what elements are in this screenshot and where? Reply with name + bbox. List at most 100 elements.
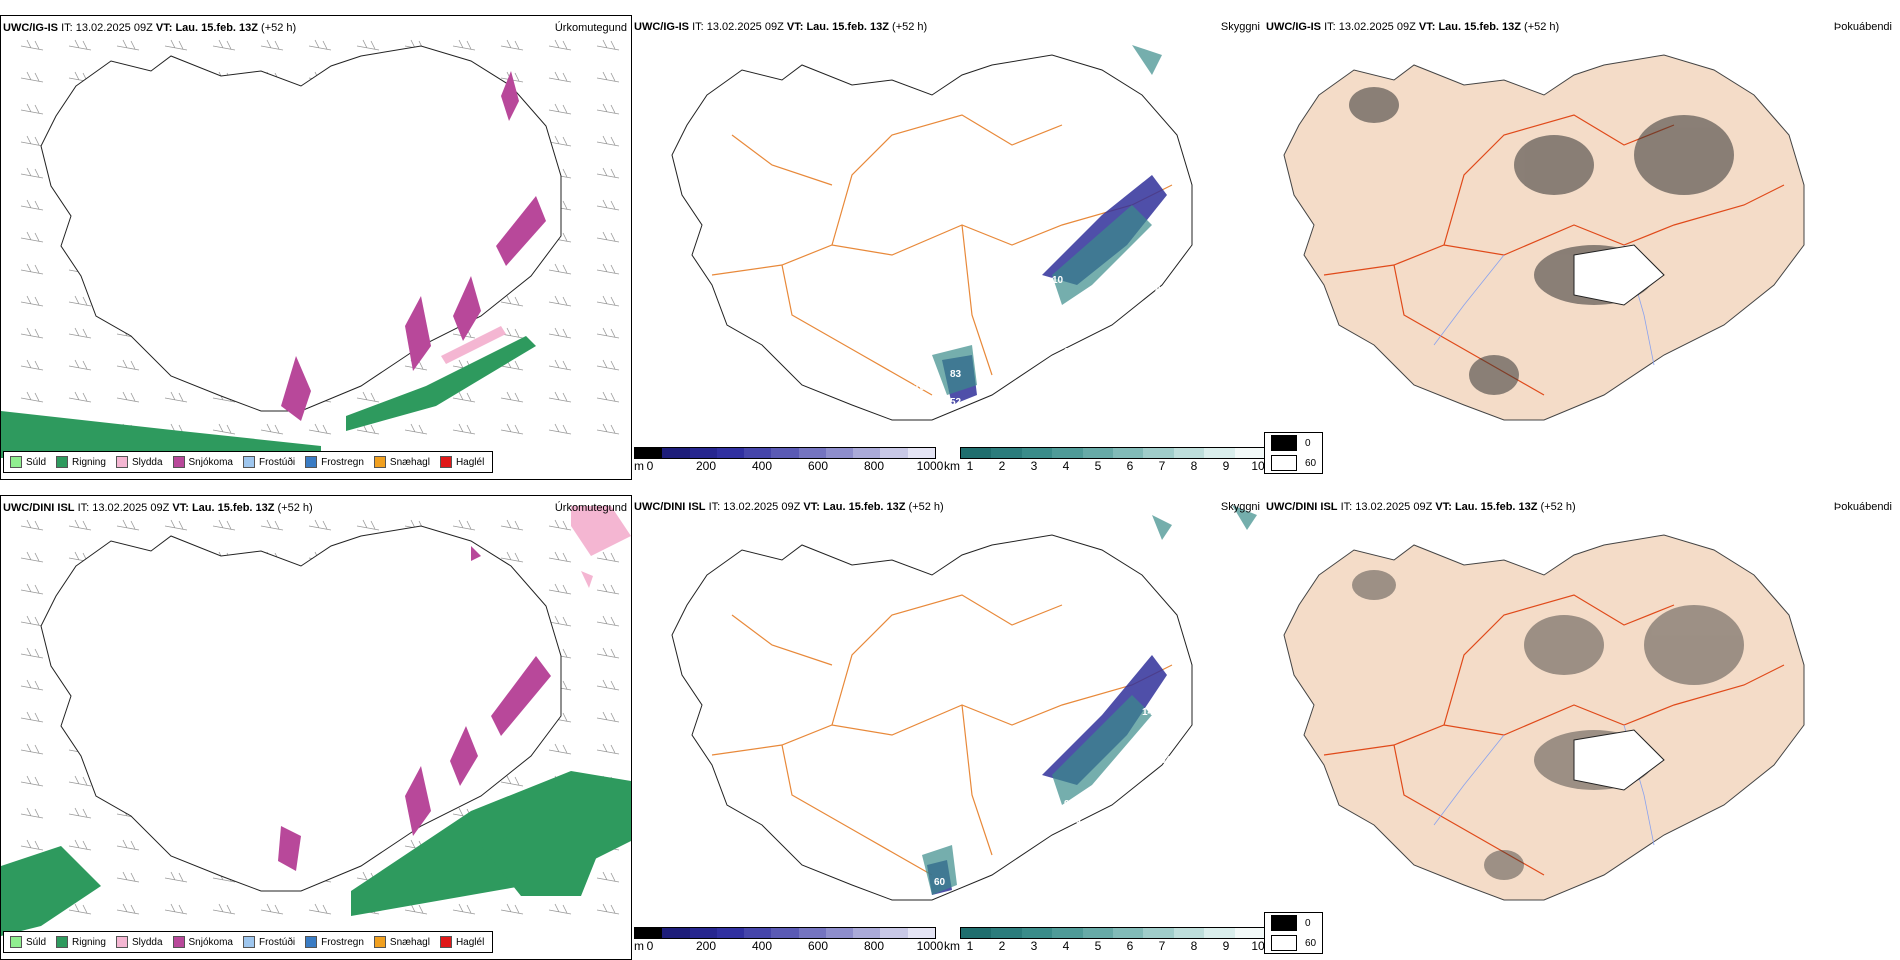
legend-swatch [172,936,185,948]
fog-legend: 0 60 [1264,912,1324,954]
fog-indicator-panel-ig: UWC/IG-IS IT: 13.02.2025 09Z VT: Lau. 15… [1264,15,1896,480]
wind-barb [164,39,188,51]
fog-legend-label: 60 [1305,457,1317,469]
wind-barb [20,295,44,307]
legend-label: Snjókoma [188,936,233,948]
wind-barb [548,583,572,595]
ceiling-value-label: 13 [1164,723,1176,734]
wind-barb [548,295,572,307]
wind-barb [596,743,620,755]
ceiling-color-step [798,448,826,458]
it-label: IT: [61,22,73,34]
ceiling-color-step [716,928,745,938]
ceiling-value-label: 83 [950,369,962,380]
legend-item: Rigning [56,456,106,468]
vt-label: VT: [1418,21,1436,33]
wind-barb [212,423,236,435]
wind-barb [116,839,140,851]
wind-barb [596,711,620,723]
legend-item: Frostúði [242,456,296,468]
visibility-color-step [1234,448,1264,458]
legend-label: Slydda [131,456,163,468]
model-name: UWC/DINI ISL [1266,501,1338,513]
visibility-tick-label: 9 [1222,459,1230,473]
wind-barb [596,551,620,563]
legend-item: Rigning [56,936,106,948]
wind-barb [596,327,620,339]
legend-swatch [56,456,69,468]
wind-barb [20,263,44,275]
legend-label: Frostúði [258,936,296,948]
ceiling-tick-label: 0 [646,939,654,953]
it-value: 13.02.2025 09Z [723,501,801,513]
visibility-color-step [1113,448,1144,458]
wind-barb [356,39,380,51]
panel-title: Úrkomutegund [554,502,627,514]
wind-barb [356,391,380,403]
wind-barb [164,391,188,403]
visibility-areas [932,45,1162,395]
road-network [711,594,1173,876]
ceiling-color-step [825,928,854,938]
legend-item: Snæhagl [373,936,430,948]
legend-label: Frostúði [258,456,296,468]
ceiling-value-label: 62 [1118,275,1130,286]
legend-swatch [56,936,69,948]
visibility-tick-label: 1 [966,459,974,473]
precip-type-legend: Súld Rigning Slydda Snjókoma Frostúði Fr… [3,931,494,953]
wind-barb [596,423,620,435]
wind-barb [164,903,188,915]
model-name: UWC/IG-IS [634,21,689,33]
visibility-color-step [1113,928,1144,938]
wind-barb [68,391,92,403]
wind-barb [20,551,44,563]
wind-barb [116,391,140,403]
wind-barb [68,39,92,51]
wind-barb [452,39,476,51]
wind-barb [20,839,44,851]
wind-barb [596,615,620,627]
legend-swatch [242,936,255,948]
wind-barb [20,231,44,243]
wind-barb [548,743,572,755]
wind-barb [548,391,572,403]
wind-barb [596,359,620,371]
wind-barb [596,647,620,659]
wind-barb [164,871,188,883]
wind-barb [548,103,572,115]
ceiling-value-label: 97 [1092,305,1104,316]
panel-header: UWC/DINI ISL IT: 13.02.2025 09Z VT: Lau.… [3,501,627,517]
wind-barb [20,135,44,147]
ceiling-value-label: 14 [1142,707,1154,718]
fog-legend-label: 0 [1305,917,1311,929]
it-value: 13.02.2025 09Z [706,21,784,33]
ceiling-value-labels: 83 106 52 16 62 65 79 97 122 278 77 10 8… [914,232,1167,408]
ceiling-color-step [798,928,826,938]
model-name: UWC/DINI ISL [3,502,75,514]
wind-barb [596,39,620,51]
precip-rain-areas [1,336,536,458]
legend-item: Súld [10,936,46,948]
panel-title: Skyggni [1220,21,1260,33]
precip-snow-areas [278,546,551,871]
wind-barb [596,871,620,883]
ceiling-color-step [853,928,881,938]
wind-barb [500,39,524,51]
ceiling-value-label: 77 [1142,239,1154,250]
visibility-tick-label: 8 [1190,459,1198,473]
panel-title: Þokuábendi [1833,501,1892,513]
visibility-tick-label: 5 [1094,459,1102,473]
precip-type-panel-dini: UWC/DINI ISL IT: 13.02.2025 09Z VT: Lau.… [0,495,632,960]
visibility-tick-label: 5 [1094,939,1102,953]
visibility-panel-dini: UWC/DINI ISL IT: 13.02.2025 09Z VT: Lau.… [632,495,1264,960]
vt-label: VT: [172,502,189,514]
fog-indicator-panel-dini: UWC/DINI ISL IT: 13.02.2025 09Z VT: Lau.… [1264,495,1896,960]
wind-barb [260,39,284,51]
wind-barb [20,647,44,659]
legend-item: Snjókoma [172,456,233,468]
vt-value: Lau. 15.feb. 13Z [1454,501,1538,513]
ceiling-color-step [744,448,772,458]
visibility-tick-label: 7 [1158,459,1166,473]
vt-label: VT: [155,22,173,34]
visibility-color-step [991,448,1022,458]
